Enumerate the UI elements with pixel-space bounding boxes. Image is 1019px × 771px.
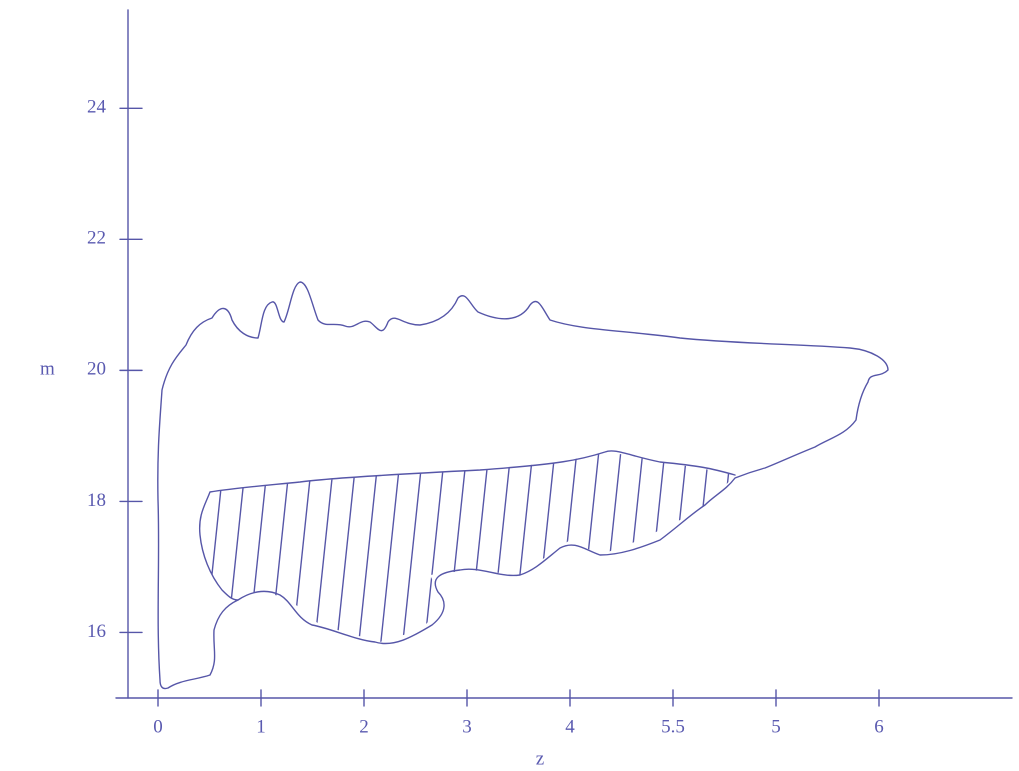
- hatch-line: [554, 452, 578, 642]
- hatch-line: [686, 452, 710, 642]
- hatch-line: [444, 452, 468, 642]
- y-tick-label: 20: [87, 359, 106, 380]
- hatch-line: [356, 452, 380, 642]
- x-tick-label: 6: [874, 716, 884, 737]
- hatch-line: [708, 452, 732, 642]
- y-tick-label: 22: [87, 228, 106, 249]
- hatch-line: [246, 452, 270, 642]
- x-tick-label: 2: [359, 716, 369, 737]
- x-tick-label: 1: [256, 716, 266, 737]
- y-tick-label: 16: [87, 621, 106, 642]
- x-tick-label: 4: [565, 716, 575, 737]
- x-tick-label: 5.5: [661, 716, 685, 737]
- hatch-line: [510, 452, 534, 642]
- hatching: [202, 452, 732, 642]
- y-axis-label: m: [40, 358, 55, 379]
- x-tick-label: 5: [771, 716, 781, 737]
- hatch-line: [642, 452, 666, 642]
- hatch-line: [664, 452, 688, 642]
- hatch-line: [378, 452, 402, 642]
- hatch-line: [224, 452, 248, 642]
- x-tick-label: 0: [153, 716, 163, 737]
- outer-region: [157, 281, 889, 690]
- hatch-line: [334, 452, 358, 642]
- hatch-line: [268, 452, 292, 642]
- x-tick-label: 3: [462, 716, 472, 737]
- x-axis-label: z: [536, 748, 544, 769]
- hatch-line: [576, 452, 600, 642]
- hatch-line: [466, 452, 490, 642]
- hatch-line: [620, 452, 644, 642]
- hatched-region-edge: [198, 450, 736, 601]
- hatch-line: [488, 452, 512, 642]
- y-tick-label: 24: [87, 97, 107, 118]
- y-tick-label: 18: [87, 490, 106, 511]
- hatch-line: [400, 452, 424, 642]
